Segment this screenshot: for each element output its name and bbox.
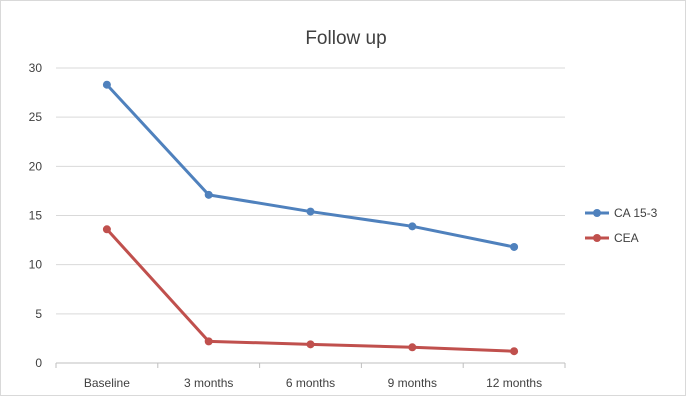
series-layer [102,80,519,356]
legend-entry: CA 15-3 [585,206,658,220]
x-tick-label: 12 months [486,376,542,390]
series-0 [102,80,519,251]
legend-marker [593,234,601,242]
y-tick-label: 25 [29,110,43,124]
legend: CA 15-3 CEA [585,206,658,245]
data-point [306,340,315,349]
x-tick-label: 3 months [184,376,233,390]
data-point [510,242,519,251]
data-point [408,222,417,231]
x-tick-label: 9 months [388,376,437,390]
data-point [204,190,213,199]
axes: 0 5 10 15 20 25 30 Baseline 3 months 6 months 9 mo… [29,61,566,390]
chart-title: Follow up [305,28,386,49]
data-point [204,337,213,346]
legend-marker [593,209,601,217]
x-tick-label: 6 months [286,376,335,390]
y-tick-label: 20 [29,159,43,173]
y-tick-label: 30 [29,61,43,75]
series-line [105,227,516,353]
y-tick-label: 5 [35,307,42,321]
y-tick-label: 15 [29,209,43,223]
series-1 [102,225,519,356]
data-point [510,347,519,356]
data-point [102,225,111,234]
gridlines [56,67,565,315]
y-tick-label: 10 [29,258,43,272]
x-tick-label: Baseline [84,376,130,390]
data-point [306,207,315,216]
data-point [102,80,111,89]
legend-label: CEA [614,231,639,245]
data-point [408,343,417,352]
legend-entry: CEA [585,231,639,245]
legend-label: CA 15-3 [614,206,658,220]
y-tick-label: 0 [35,356,42,370]
